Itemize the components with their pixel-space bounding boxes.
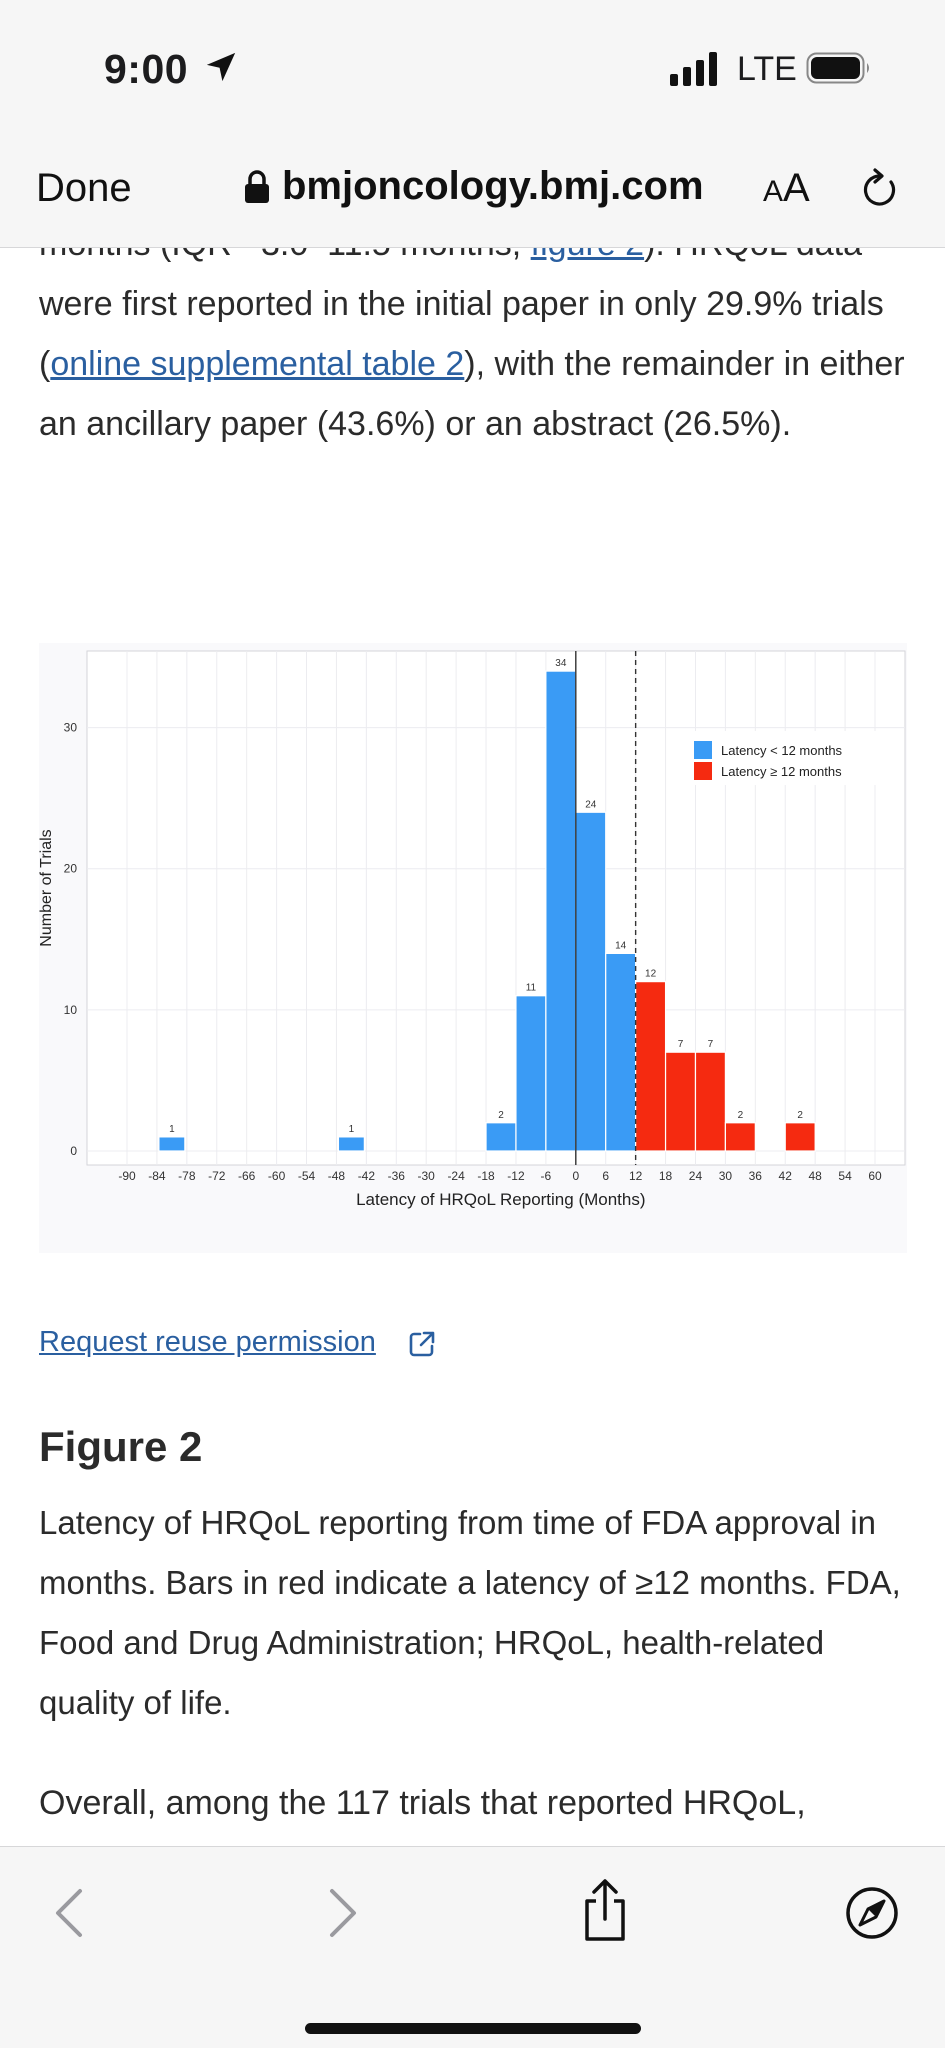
article-paragraph: months (IQR −3.0–11.5 months; figure 2).… — [39, 248, 919, 454]
battery-icon — [806, 52, 869, 84]
x-tick-label: -60 — [268, 1169, 286, 1183]
x-tick-label: -12 — [507, 1169, 525, 1183]
x-tick-label: 36 — [749, 1169, 763, 1183]
bar-value-label: 12 — [645, 969, 657, 980]
legend-swatch — [694, 741, 712, 759]
lock-icon — [245, 169, 269, 203]
x-tick-label: -24 — [447, 1169, 465, 1183]
x-tick-label: 48 — [808, 1169, 822, 1183]
text-size-button[interactable]: AA — [763, 166, 810, 211]
y-axis-title: Number of Trials — [39, 829, 55, 946]
y-tick-label: 0 — [70, 1144, 77, 1158]
request-reuse-permission-link[interactable]: Request reuse permission — [39, 1326, 376, 1358]
home-indicator[interactable] — [305, 2023, 641, 2034]
paragraph-text: months (IQR −3.0–11.5 months; — [39, 248, 531, 263]
histogram-bar — [515, 995, 547, 1152]
bar-value-label: 7 — [678, 1039, 684, 1050]
figure-2-image[interactable]: 1 1 2 11 34 24 14 12 7 7 2 2 -90 -84 -78 -72 -66 -60 -54 -4… — [39, 643, 907, 1253]
x-tick-label: 60 — [868, 1169, 882, 1183]
supplemental-table-link[interactable]: online supplemental table 2 — [50, 345, 465, 383]
x-tick-label: -90 — [118, 1169, 136, 1183]
legend-label: Latency < 12 months — [721, 743, 843, 758]
histogram-bar — [575, 811, 607, 1152]
figure-caption: Latency of HRQoL reporting from time of … — [39, 1504, 901, 1721]
x-tick-label: 6 — [602, 1169, 609, 1183]
external-link-icon[interactable] — [407, 1329, 437, 1359]
x-tick-label: 0 — [572, 1169, 579, 1183]
y-tick-label: 10 — [64, 1003, 78, 1017]
paragraph-text: ). HRQoL data were first reported in the… — [39, 248, 884, 383]
browser-header: Done bmjoncology.bmj.com AA — [0, 130, 945, 248]
legend-box — [686, 731, 886, 785]
x-tick-label: -72 — [208, 1169, 226, 1183]
address-bar[interactable]: bmjoncology.bmj.com — [244, 164, 704, 209]
x-tick-label: -78 — [178, 1169, 196, 1183]
bar-value-label: 1 — [349, 1124, 355, 1135]
article-paragraph: Overall, among the 117 trials that repor… — [39, 1784, 806, 1822]
histogram-bar — [724, 1122, 756, 1152]
bar-value-label: 7 — [708, 1039, 714, 1050]
back-icon[interactable] — [50, 1885, 90, 1941]
histogram-bar — [664, 1051, 697, 1152]
share-icon[interactable] — [578, 1877, 632, 1943]
signal-bars-icon — [670, 52, 717, 86]
location-arrow-icon — [206, 52, 236, 82]
legend-swatch — [694, 762, 712, 780]
figure-title: Figure 2 — [39, 1423, 203, 1470]
bar-value-label: 34 — [555, 658, 567, 669]
status-time: 9:00 — [104, 46, 189, 92]
histogram-bar — [605, 952, 637, 1152]
histogram-bar — [694, 1051, 726, 1152]
bar-value-label: 14 — [615, 940, 627, 951]
aa-large-label: A — [783, 166, 810, 210]
x-tick-label: -48 — [328, 1169, 346, 1183]
histogram-bar — [635, 981, 667, 1152]
reload-icon[interactable] — [858, 168, 902, 212]
x-tick-label: -66 — [238, 1169, 256, 1183]
x-tick-label: 18 — [659, 1169, 673, 1183]
x-tick-label: -6 — [541, 1169, 552, 1183]
x-tick-label: -36 — [388, 1169, 406, 1183]
status-bar: 9:00 LTE — [0, 0, 945, 130]
histogram-bar — [158, 1136, 186, 1152]
x-tick-label: 30 — [719, 1169, 733, 1183]
compass-icon[interactable] — [844, 1885, 900, 1941]
x-tick-label: 42 — [779, 1169, 793, 1183]
histogram-bar — [545, 670, 577, 1152]
x-tick-label: -42 — [358, 1169, 376, 1183]
bar-value-label: 1 — [169, 1124, 175, 1135]
x-tick-label: -54 — [298, 1169, 316, 1183]
url-text: bmjoncology.bmj.com — [282, 164, 704, 208]
x-axis-title: Latency of HRQoL Reporting (Months) — [356, 1190, 645, 1209]
x-tick-label: 24 — [689, 1169, 703, 1183]
network-label: LTE — [737, 50, 797, 88]
histogram-bar — [784, 1122, 816, 1152]
y-tick-label: 20 — [64, 862, 78, 876]
histogram-bar — [485, 1122, 517, 1152]
histogram-bar — [337, 1136, 365, 1152]
x-tick-label: -30 — [418, 1169, 436, 1183]
x-tick-label: 54 — [838, 1169, 852, 1183]
paragraph-text: ), with the remainder in either an ancil… — [39, 345, 905, 443]
plot-area — [86, 650, 906, 1166]
bar-value-label: 11 — [526, 983, 537, 994]
bar-value-label: 2 — [797, 1110, 803, 1121]
bar-value-label: 24 — [585, 799, 597, 810]
bar-value-label: 2 — [498, 1110, 504, 1121]
figure-2-link[interactable]: figure 2 — [531, 248, 644, 263]
bar-value-label: 2 — [738, 1110, 744, 1121]
forward-icon[interactable] — [322, 1885, 362, 1941]
aa-small-label: A — [763, 175, 784, 208]
article-content: months (IQR −3.0–11.5 months; figure 2).… — [0, 248, 945, 1846]
browser-toolbar — [0, 1846, 945, 2048]
x-tick-label: -18 — [477, 1169, 495, 1183]
done-button[interactable]: Done — [36, 166, 132, 210]
y-tick-label: 30 — [64, 721, 78, 735]
x-tick-label: -84 — [148, 1169, 166, 1183]
x-tick-label: 12 — [629, 1169, 643, 1183]
legend-label: Latency ≥ 12 months — [721, 764, 842, 779]
